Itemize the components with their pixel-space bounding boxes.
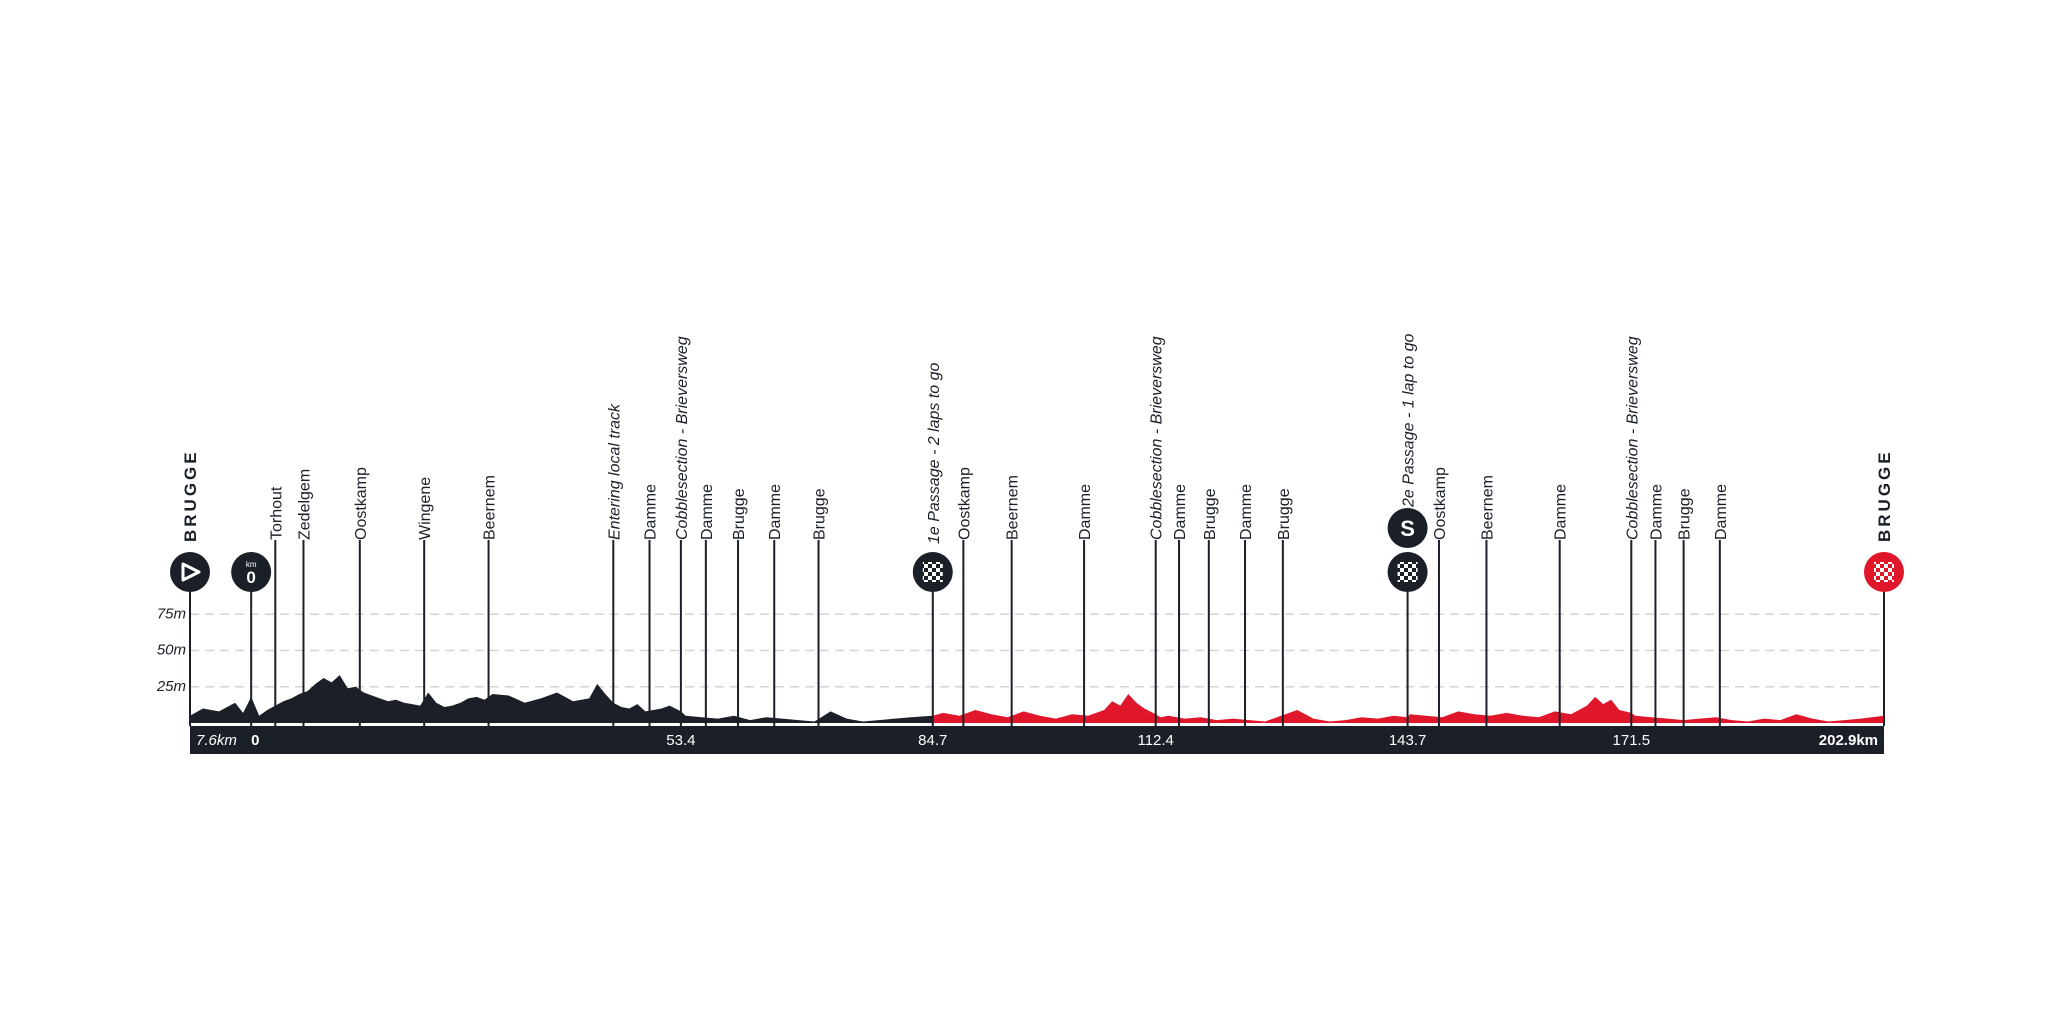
marker-label: Brugge (1276, 488, 1293, 540)
marker-label: Brugge (1202, 488, 1219, 540)
km-zero-number: 0 (246, 568, 255, 587)
y-tick-label: 50m (157, 642, 186, 659)
marker-label: Beernem (1479, 475, 1496, 540)
sprint-badge (1387, 508, 1428, 548)
marker-label: Cobblesection - Brieversweg (1149, 336, 1166, 540)
marker-label: Wingene (417, 477, 434, 540)
km-label: 202.9km (1819, 732, 1878, 749)
km-label: 84.7 (918, 732, 947, 749)
marker-label: BRUGGE (181, 449, 200, 542)
marker-label: Oostkamp (1432, 467, 1449, 540)
km-label: 112.4 (1137, 732, 1173, 749)
start-badge (170, 552, 210, 592)
km-label: 0 (251, 732, 259, 749)
marker-label: 1e Passage - 2 laps to go (926, 362, 943, 544)
checkered-flag-icon (1397, 562, 1418, 582)
marker-label: Cobblesection - Brieversweg (674, 336, 691, 540)
marker-label: BRUGGE (1875, 449, 1894, 542)
km-label: 143.7 (1389, 732, 1427, 749)
km-zero-badge (231, 552, 272, 592)
km-label: 171.5 (1613, 732, 1651, 749)
marker-label: Brugge (1677, 488, 1694, 540)
marker-label: Oostkamp (353, 467, 370, 540)
elevation-area-neutral (190, 675, 933, 723)
finish-flag-icon (1874, 562, 1894, 582)
marker-label: Damme (1172, 484, 1189, 540)
marker-label: Brugge (812, 488, 829, 540)
y-tick-label: 25m (156, 678, 186, 695)
marker-label: Damme (699, 484, 716, 540)
marker-label: Beernem (482, 475, 499, 540)
marker-label: Damme (767, 484, 784, 540)
marker-label: Damme (1077, 484, 1094, 540)
km-label: 53.4 (666, 732, 695, 749)
km-zero-caption: km (246, 560, 257, 569)
km-label: 7.6km (196, 732, 237, 749)
marker-label: Damme (1553, 484, 1570, 540)
marker-label: Beernem (1005, 475, 1022, 540)
marker-label: Damme (1238, 484, 1255, 540)
y-tick-label: 75m (157, 605, 186, 622)
marker-label: Brugge (731, 488, 748, 540)
checkered-flag-icon (922, 562, 943, 582)
marker-label: Damme (1713, 484, 1730, 540)
start-arrow-icon (181, 562, 201, 582)
km-bar (190, 726, 1884, 754)
marker-label: Torhout (268, 486, 285, 540)
marker-label: Oostkamp (956, 467, 973, 540)
marker-label: Damme (1648, 484, 1665, 540)
marker-label: 2e Passage - 1 lap to go (1401, 333, 1418, 508)
marker-label: Damme (643, 484, 660, 540)
marker-label: Cobblesection - Brieversweg (1624, 336, 1641, 540)
marker-label: Zedelgem (296, 469, 313, 540)
marker-label: Entering local track (606, 403, 623, 540)
sprint-letter: S (1400, 516, 1415, 541)
